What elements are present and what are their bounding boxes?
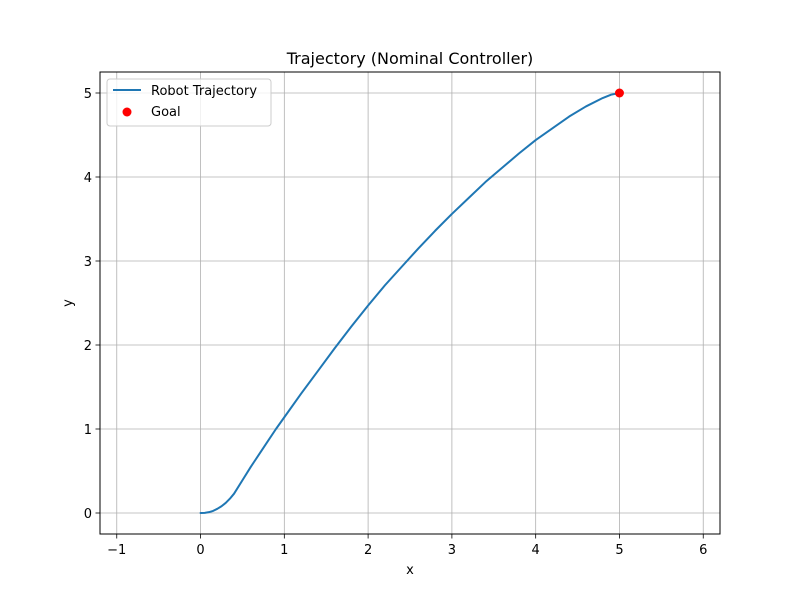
- x-tick-label: 0: [196, 543, 204, 558]
- y-tick-label: 3: [84, 255, 92, 270]
- y-axis-label: y: [61, 299, 76, 307]
- x-tick-label: 1: [280, 543, 288, 558]
- y-tick-label: 0: [84, 507, 92, 522]
- legend-label-robot-trajectory: Robot Trajectory: [151, 84, 257, 99]
- chart-title: Trajectory (Nominal Controller): [286, 49, 534, 68]
- legend-label-goal: Goal: [151, 105, 181, 120]
- x-axis-label: x: [406, 563, 414, 578]
- axes-frame: [99, 71, 721, 535]
- plot-area: [199, 88, 624, 514]
- legend-box: [106, 78, 272, 127]
- y-tick-label: 5: [84, 87, 92, 102]
- goal-point: [614, 88, 624, 98]
- x-tick-label: 3: [448, 543, 456, 558]
- x-tick-label: 6: [699, 543, 707, 558]
- y-tick-label: 1: [84, 423, 92, 438]
- legend-swatch-goal: [122, 107, 132, 117]
- y-axis: 0 1 2 3 4 5: [84, 87, 100, 522]
- legend: Robot Trajectory Goal: [106, 78, 272, 127]
- x-tick-label: −1: [107, 543, 126, 558]
- y-tick-label: 2: [84, 339, 92, 354]
- series-line-robot-trajectory: [199, 92, 621, 514]
- x-tick-label: 5: [615, 543, 623, 558]
- x-tick-label: 2: [364, 543, 372, 558]
- x-tick-label: 4: [532, 543, 540, 558]
- y-tick-label: 4: [84, 171, 92, 186]
- x-axis: −1 0 1 2 3 4 5 6: [107, 534, 707, 558]
